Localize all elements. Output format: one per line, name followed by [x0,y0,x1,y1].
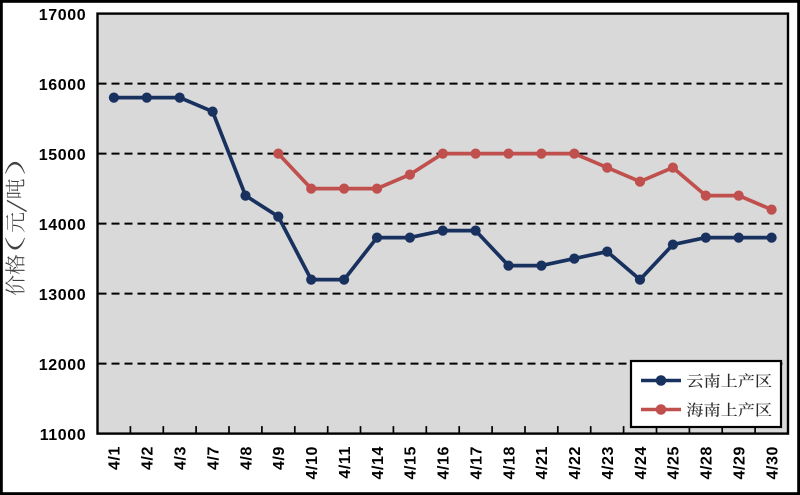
svg-text:4/23: 4/23 [600,446,617,480]
svg-text:4/3: 4/3 [173,446,190,470]
svg-text:13000: 13000 [39,287,87,304]
svg-text:4/21: 4/21 [534,446,551,480]
svg-text:11000: 11000 [40,427,87,444]
svg-text:4/22: 4/22 [567,446,584,480]
svg-text:4/10: 4/10 [304,446,321,480]
svg-text:4/15: 4/15 [403,446,420,480]
svg-text:4/24: 4/24 [633,446,650,480]
svg-text:4/17: 4/17 [468,446,485,480]
svg-text:4/2: 4/2 [140,446,157,470]
svg-text:4/1: 4/1 [107,446,124,470]
svg-text:4/29: 4/29 [732,446,749,480]
svg-text:4/11: 4/11 [337,446,354,479]
svg-text:4/28: 4/28 [699,446,716,480]
svg-text:4/18: 4/18 [501,446,518,480]
svg-text:14000: 14000 [39,217,87,234]
svg-text:17000: 17000 [39,7,87,24]
svg-text:4/16: 4/16 [436,446,453,480]
svg-text:4/30: 4/30 [764,446,781,480]
svg-text:4/9: 4/9 [271,446,288,470]
svg-text:4/25: 4/25 [666,446,683,480]
svg-text:15000: 15000 [39,147,87,164]
svg-text:16000: 16000 [39,77,87,94]
svg-text:4/7: 4/7 [205,446,222,470]
svg-text:4/14: 4/14 [370,446,387,480]
svg-text:4/8: 4/8 [238,446,255,470]
svg-text:12000: 12000 [39,357,87,374]
